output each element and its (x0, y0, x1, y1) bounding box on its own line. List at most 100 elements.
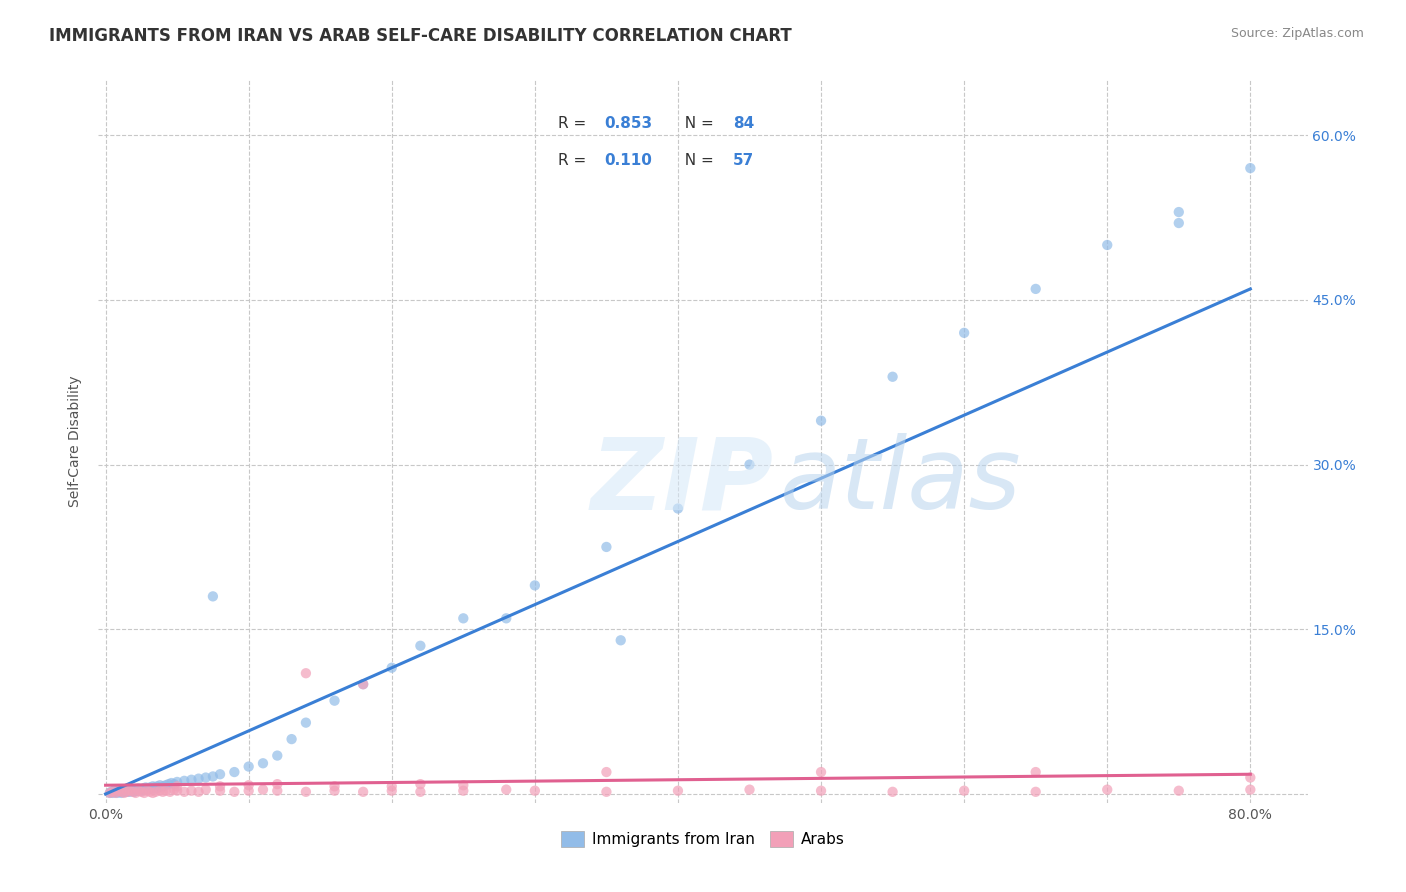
Point (209, 780, 232, 794)
Point (121, 783, 143, 797)
Point (143, 780, 166, 795)
Text: R =: R = (558, 117, 591, 131)
Point (523, 578, 546, 592)
Point (107, 783, 129, 797)
Point (115, 785, 138, 799)
Text: 57: 57 (734, 153, 755, 168)
Point (323, 783, 346, 797)
Point (141, 781, 163, 796)
Point (105, 786, 128, 800)
Point (155, 783, 177, 797)
Point (1239, 161, 1261, 175)
Point (882, 785, 904, 799)
Point (224, 785, 246, 799)
Y-axis label: Self-Care Disability: Self-Care Disability (69, 376, 83, 508)
Point (453, 611, 475, 625)
Point (122, 785, 145, 799)
Point (142, 786, 165, 800)
Point (295, 785, 318, 799)
Text: 0.110: 0.110 (603, 153, 652, 168)
Point (115, 785, 138, 799)
Point (953, 326, 976, 340)
Point (295, 666, 318, 681)
Point (120, 782, 142, 797)
Point (1167, 783, 1189, 797)
Point (595, 540, 617, 554)
Point (495, 611, 517, 625)
Point (131, 783, 153, 797)
Point (100, 785, 122, 799)
Point (252, 756, 274, 771)
Point (352, 677, 374, 691)
Text: 0.853: 0.853 (603, 117, 652, 131)
Point (110, 785, 132, 799)
Point (111, 783, 134, 797)
Point (194, 782, 217, 797)
Point (381, 661, 404, 675)
Point (155, 778, 177, 792)
Point (166, 783, 188, 797)
Point (157, 777, 180, 791)
Text: N =: N = (675, 153, 718, 168)
Point (1167, 216, 1189, 230)
Point (738, 458, 761, 472)
Point (201, 769, 224, 783)
Point (98, 786, 121, 800)
Point (453, 778, 475, 792)
Point (194, 771, 217, 785)
Point (132, 781, 155, 796)
Point (595, 765, 617, 780)
Point (595, 785, 617, 799)
Point (127, 783, 149, 797)
Point (409, 639, 432, 653)
Point (409, 785, 432, 799)
Point (173, 773, 195, 788)
Point (131, 785, 153, 799)
Point (121, 785, 143, 799)
Point (104, 786, 127, 800)
Point (163, 782, 186, 797)
Point (1025, 765, 1047, 780)
Point (738, 782, 761, 797)
Point (114, 783, 136, 797)
Point (103, 783, 125, 797)
Point (110, 786, 132, 800)
Point (266, 748, 288, 763)
Point (134, 786, 156, 800)
Point (136, 783, 159, 797)
Point (166, 775, 188, 789)
Text: N =: N = (675, 117, 718, 131)
Text: IMMIGRANTS FROM IRAN VS ARAB SELF-CARE DISABILITY CORRELATION CHART: IMMIGRANTS FROM IRAN VS ARAB SELF-CARE D… (49, 27, 792, 45)
Point (352, 785, 374, 799)
Point (1025, 282, 1047, 296)
Point (609, 633, 631, 648)
Point (1239, 782, 1261, 797)
Point (323, 780, 346, 794)
Point (1097, 782, 1119, 797)
Point (201, 590, 224, 604)
Point (666, 501, 689, 516)
Point (238, 783, 260, 797)
Point (124, 786, 146, 800)
Point (666, 783, 689, 797)
Point (409, 777, 432, 791)
Point (163, 777, 186, 791)
Point (124, 782, 146, 797)
Point (98, 786, 121, 800)
Point (180, 783, 202, 797)
Point (152, 785, 174, 799)
Point (1025, 785, 1047, 799)
Point (127, 781, 149, 796)
Text: 84: 84 (734, 117, 755, 131)
Point (381, 783, 404, 797)
Point (139, 780, 162, 795)
Point (101, 786, 124, 800)
Point (495, 782, 517, 797)
Point (146, 780, 169, 794)
Point (104, 785, 127, 799)
Point (953, 783, 976, 797)
Point (209, 783, 232, 797)
Text: ZIP: ZIP (591, 434, 773, 530)
Point (266, 783, 288, 797)
Point (129, 782, 152, 797)
